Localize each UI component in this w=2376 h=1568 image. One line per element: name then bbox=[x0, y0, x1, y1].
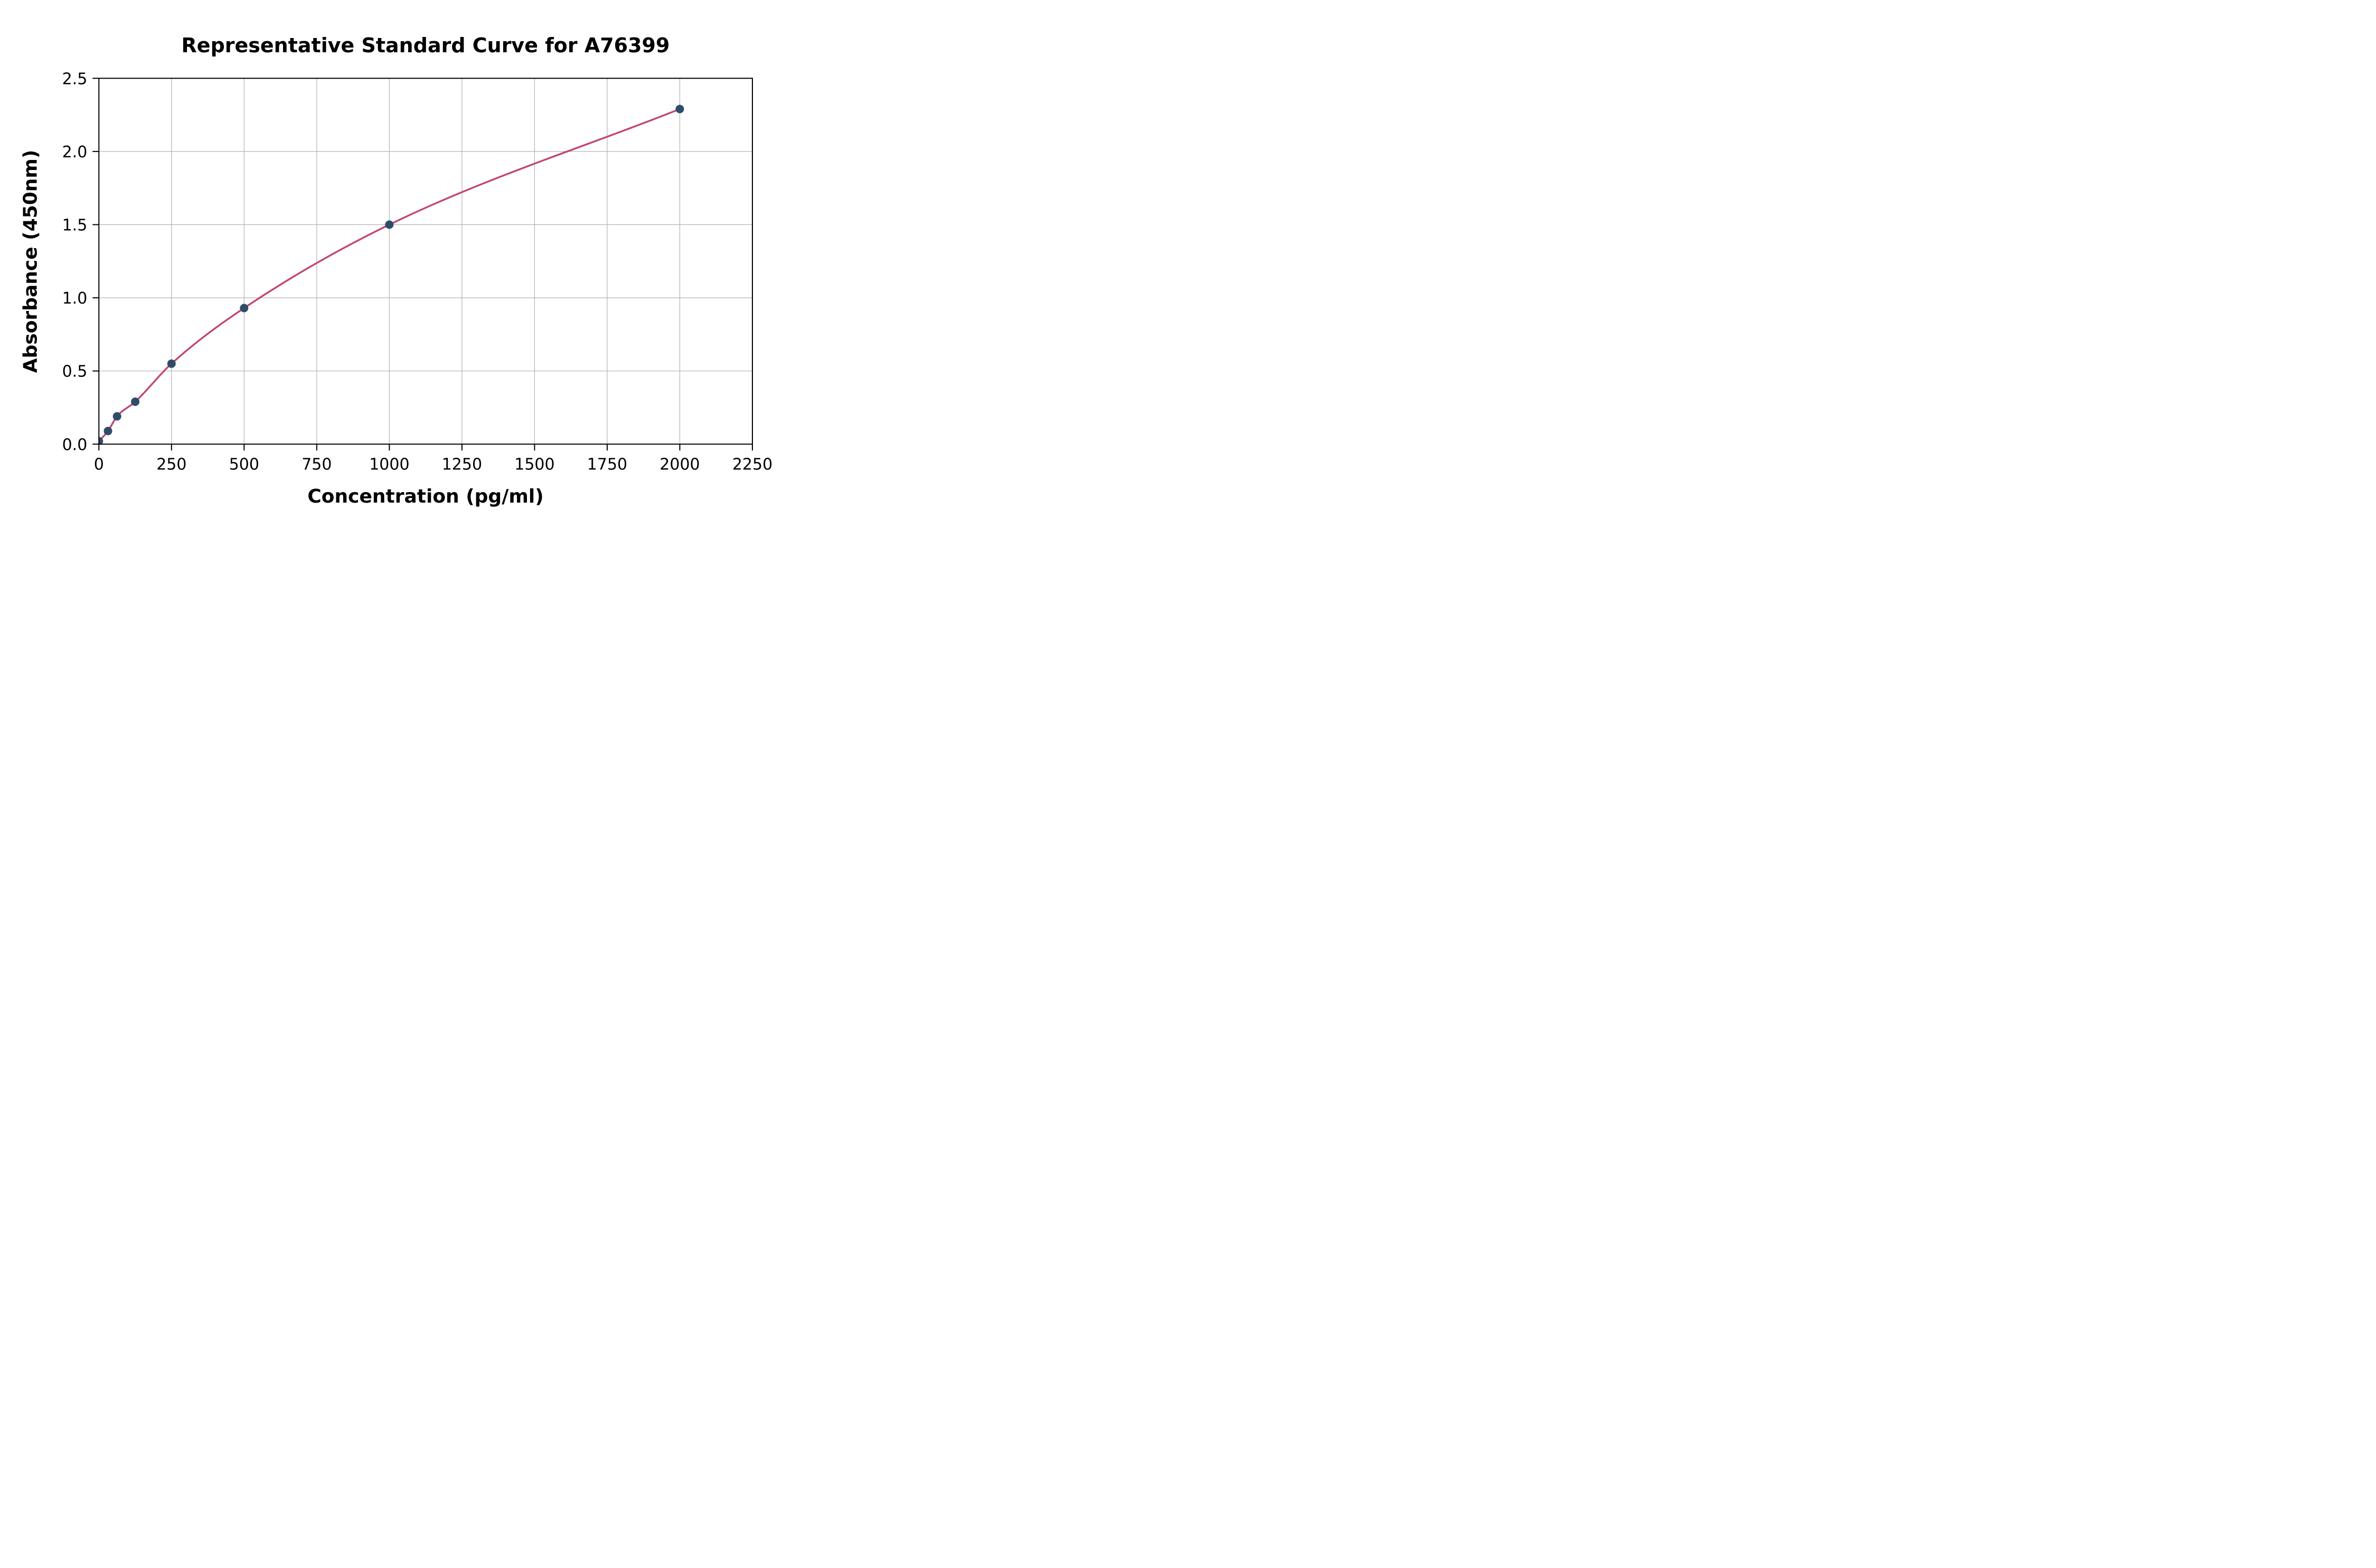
x-tick-label: 1750 bbox=[587, 455, 627, 474]
data-point-marker bbox=[167, 359, 176, 368]
data-point-marker bbox=[103, 427, 112, 436]
standard-curve-figure: 0 250 500 750 1000 1250 1500 1750 2000 2250 0.0 0.5… bbox=[0, 0, 792, 523]
chart-title: Representative Standard Curve for A76399 bbox=[181, 34, 670, 57]
x-axis-label: Concentration (pg/ml) bbox=[307, 486, 544, 507]
data-point-marker bbox=[675, 105, 684, 114]
x-tick-label: 250 bbox=[156, 455, 186, 474]
x-tick-label: 750 bbox=[301, 455, 332, 474]
data-point-marker bbox=[240, 304, 249, 313]
data-point-marker bbox=[385, 220, 394, 229]
x-tick-label: 1500 bbox=[514, 455, 554, 474]
data-point-marker bbox=[112, 412, 121, 421]
x-tick-label: 0 bbox=[94, 455, 104, 474]
x-tick-label: 500 bbox=[229, 455, 259, 474]
y-tick-label: 2.0 bbox=[62, 143, 88, 162]
data-point-marker bbox=[131, 397, 140, 406]
data-point-marker bbox=[99, 437, 103, 445]
axes-frame bbox=[98, 78, 753, 445]
x-tick-label: 2000 bbox=[659, 455, 700, 474]
x-tick-label: 2250 bbox=[732, 455, 772, 474]
y-axis-label: Absorbance (450nm) bbox=[20, 149, 42, 373]
x-tick-label: 1000 bbox=[369, 455, 409, 474]
y-tick-label: 1.5 bbox=[62, 216, 88, 235]
y-tick-label: 1.0 bbox=[62, 289, 88, 308]
y-tick-label: 0.5 bbox=[62, 363, 88, 381]
y-tick-label: 2.5 bbox=[62, 70, 88, 88]
plot-canvas: 0 250 500 750 1000 1250 1500 1750 2000 2250 0.0 0.5… bbox=[62, 70, 773, 474]
y-tick-label: 0.0 bbox=[62, 436, 88, 454]
x-tick-label: 1250 bbox=[442, 455, 482, 474]
